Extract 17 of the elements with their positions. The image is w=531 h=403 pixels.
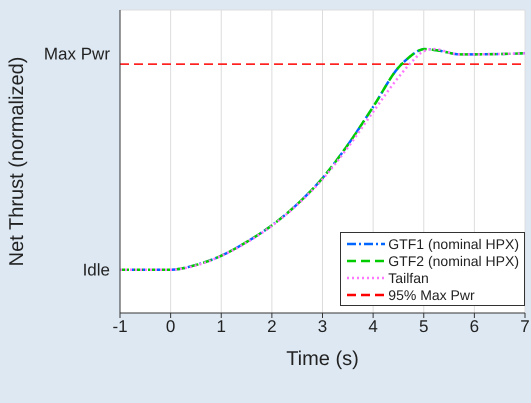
legend-label: Tailfan: [388, 270, 429, 286]
text: Max Pwr: [44, 44, 110, 64]
x-tick-label: -1: [112, 317, 128, 336]
x-tick-label: 0: [166, 317, 176, 336]
x-axis-title: Time (s): [286, 348, 359, 370]
x-tick-label: 3: [318, 317, 328, 336]
x-tick-label: 5: [419, 317, 428, 336]
text: Idle: [82, 260, 110, 280]
x-tick-label: 6: [470, 317, 480, 336]
legend-label: GTF2 (nominal HPX): [388, 252, 519, 268]
x-tick-label: 4: [368, 317, 378, 336]
legend-label: GTF1 (nominal HPX): [388, 236, 519, 252]
legend-label: 95% Max Pwr: [388, 286, 475, 302]
x-tick-label: 1: [216, 317, 226, 336]
x-tick-label: 2: [267, 317, 277, 336]
x-tick-label: 7: [520, 317, 530, 336]
y-axis-title: Net Thrust (normalized): [6, 56, 28, 266]
